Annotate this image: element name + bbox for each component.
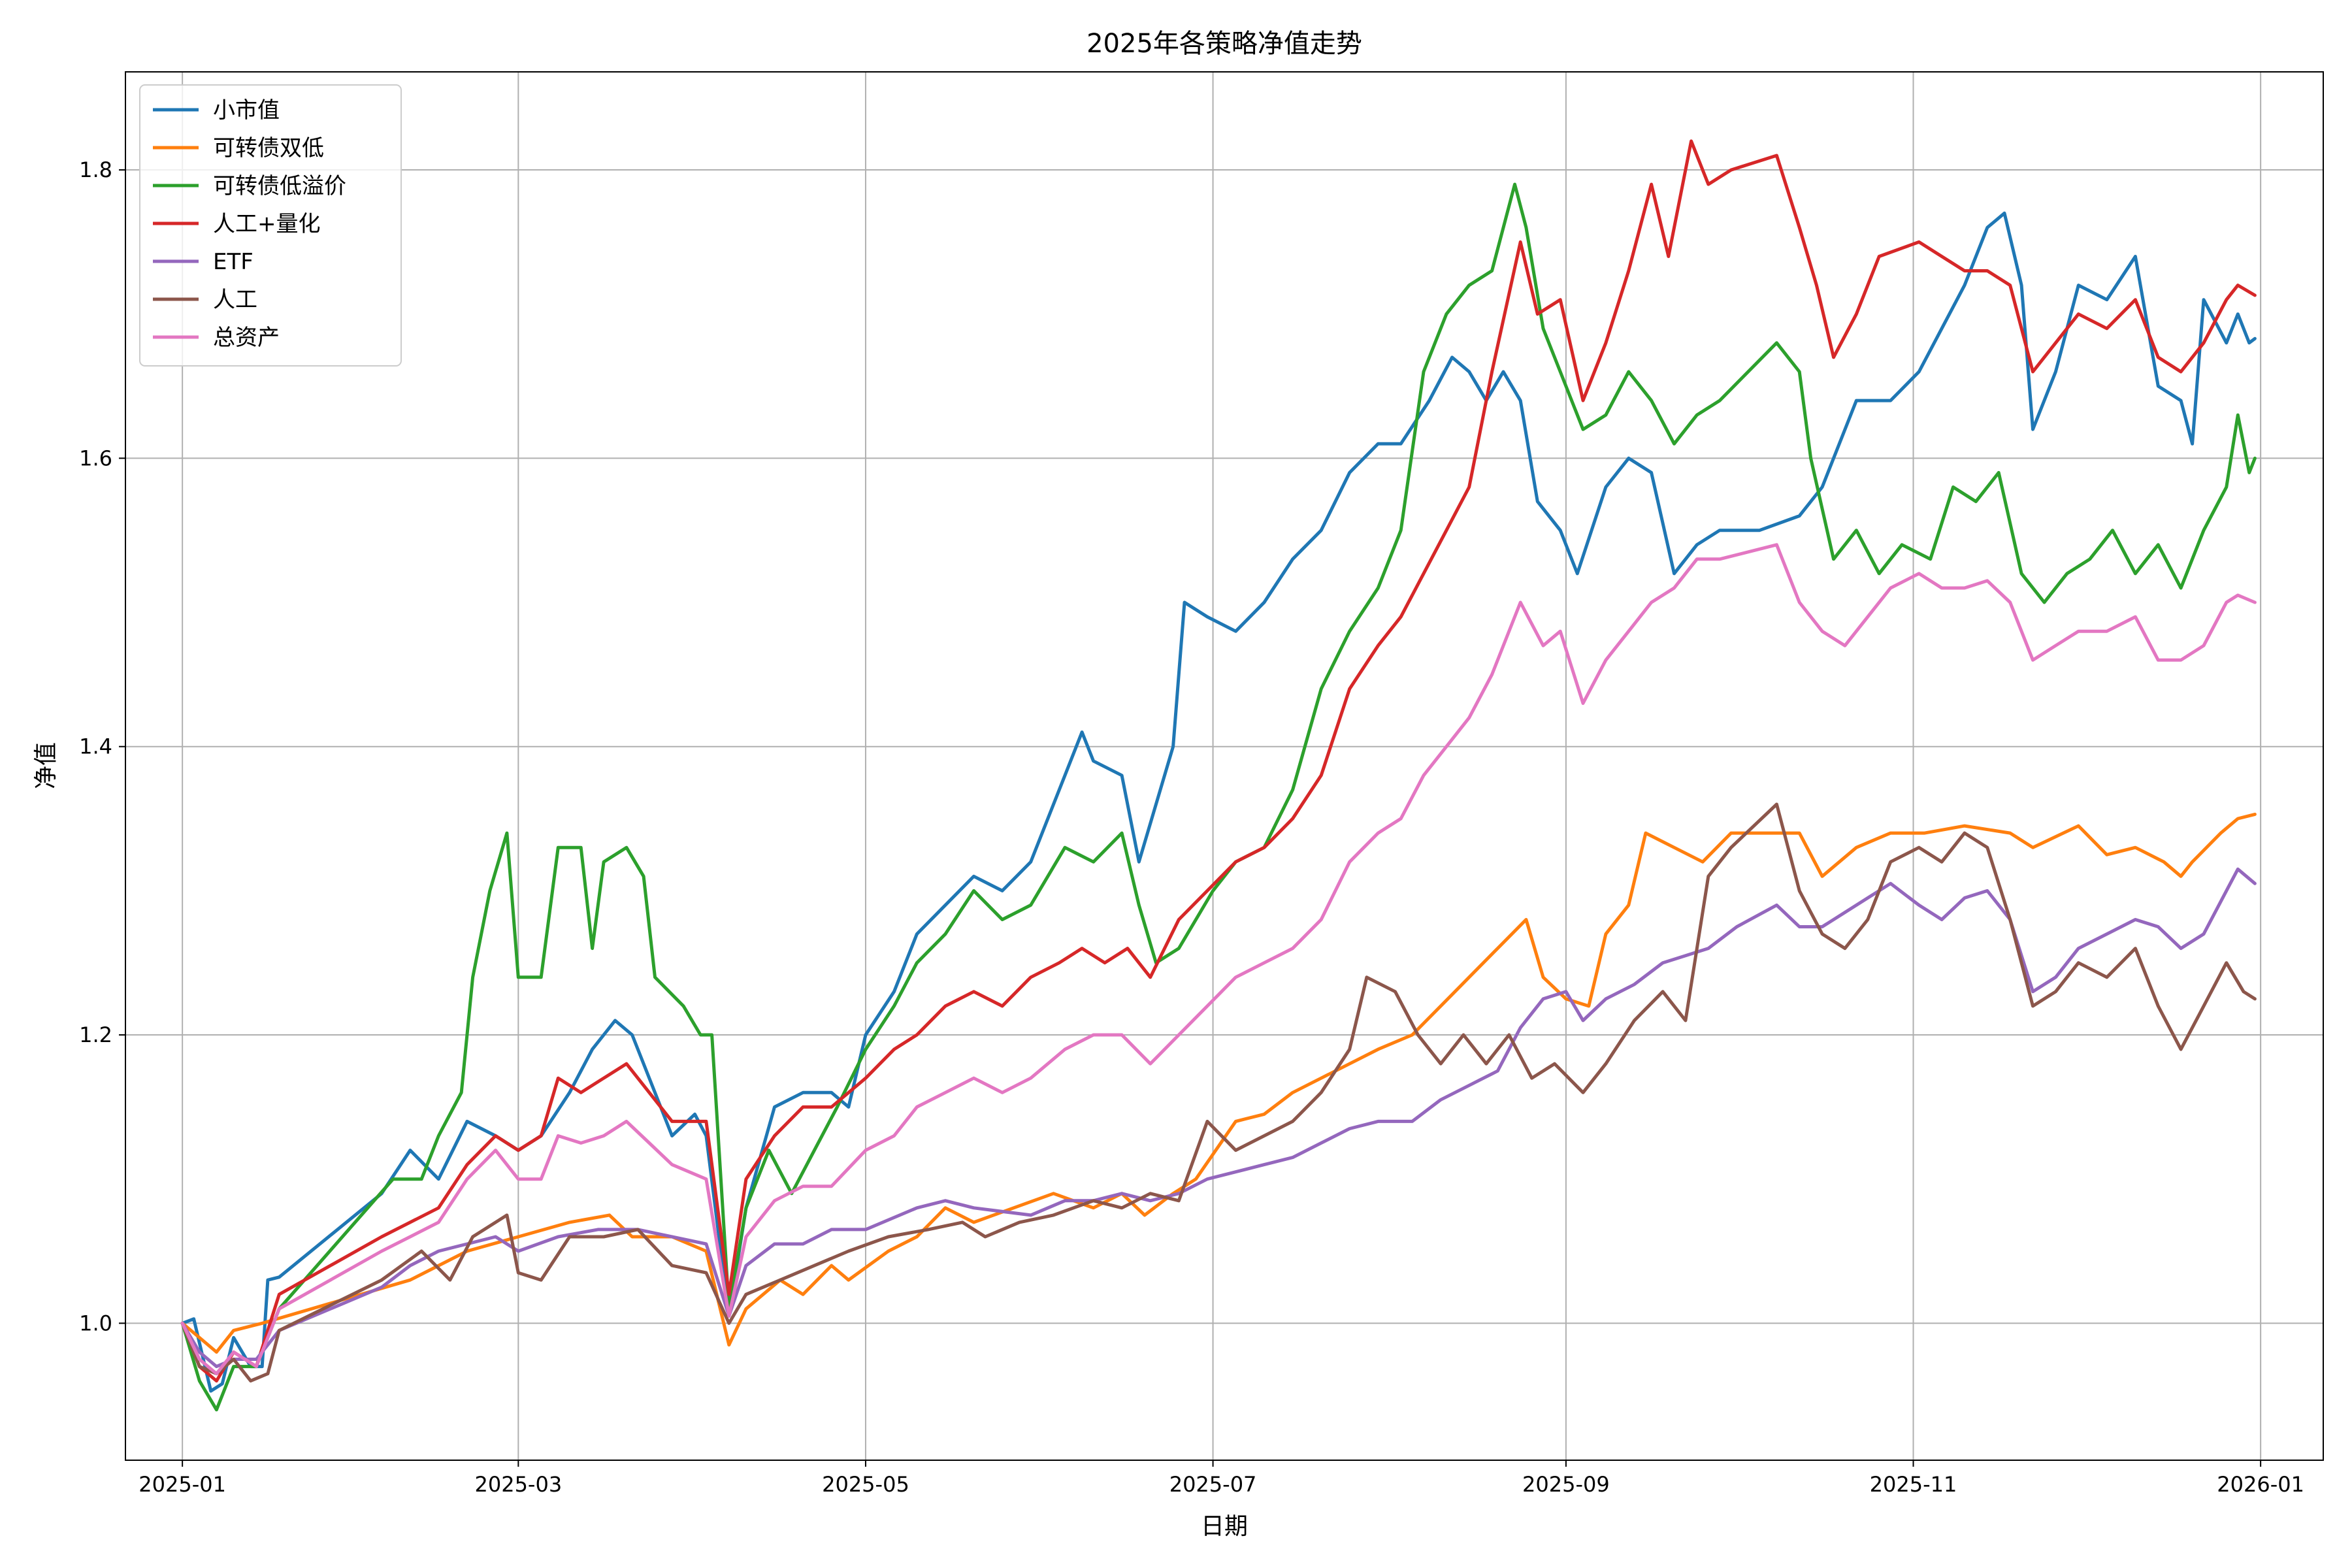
grid-lines bbox=[125, 72, 2323, 1460]
legend-label: 可转债低溢价 bbox=[213, 173, 346, 199]
legend-label: 总资产 bbox=[213, 325, 280, 351]
legend-label: 人工+量化 bbox=[213, 211, 321, 237]
y-tick-label: 1.8 bbox=[79, 157, 112, 182]
series-line bbox=[180, 139, 2257, 1383]
legend-label: 小市值 bbox=[213, 97, 280, 123]
x-tick-label: 2025-03 bbox=[474, 1472, 562, 1497]
plot-frame bbox=[125, 71, 2324, 1461]
chart-title: 2025年各策略净值走势 bbox=[1086, 29, 1362, 59]
series-line bbox=[180, 543, 2257, 1376]
x-tick-label: 2025-05 bbox=[822, 1472, 909, 1497]
y-tick-label: 1.2 bbox=[79, 1022, 112, 1047]
series-lines bbox=[180, 139, 2257, 1412]
legend-label: 可转债双低 bbox=[213, 135, 324, 161]
x-tick-label: 2025-01 bbox=[139, 1472, 226, 1497]
y-tick-label: 1.0 bbox=[79, 1311, 112, 1335]
y-tick-label: 1.6 bbox=[79, 446, 112, 470]
series-line bbox=[180, 867, 2257, 1369]
legend-box bbox=[139, 84, 402, 367]
legend-label: 人工 bbox=[213, 287, 257, 313]
axis-ticks: 2025-01 2025-03 2025-05 2025-07 2025-09 2025-… bbox=[79, 157, 2304, 1497]
series-line bbox=[180, 802, 2257, 1383]
legend-label: ETF bbox=[213, 249, 253, 275]
x-tick-label: 2025-11 bbox=[1870, 1472, 1957, 1497]
x-axis-title: 日期 bbox=[1201, 1513, 1248, 1540]
y-tick-label: 1.4 bbox=[79, 734, 112, 759]
x-tick-label: 2025-07 bbox=[1169, 1472, 1257, 1497]
y-axis-title: 净值 bbox=[33, 742, 59, 789]
x-tick-label: 2025-09 bbox=[1522, 1472, 1610, 1497]
x-tick-label: 2026-01 bbox=[2217, 1472, 2304, 1497]
